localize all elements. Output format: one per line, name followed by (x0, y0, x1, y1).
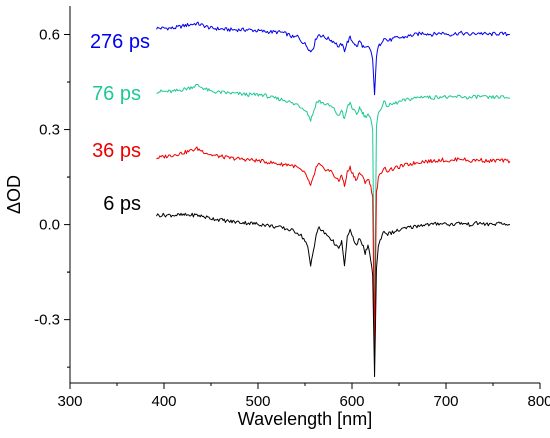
x-tick-label: 300 (57, 393, 82, 410)
x-tick-label: 800 (527, 393, 550, 410)
x-tick-label: 700 (433, 393, 458, 410)
y-axis-title: ΔOD (4, 175, 24, 214)
x-tick-label: 400 (151, 393, 176, 410)
series-label: 276 ps (90, 31, 150, 53)
y-tick-label: 0.3 (39, 122, 60, 139)
series-line (156, 212, 510, 378)
plot-series-group (156, 21, 511, 378)
x-axis-title: Wavelength [nm] (238, 409, 372, 429)
series-label: 76 ps (92, 83, 141, 105)
x-tick-label: 600 (339, 393, 364, 410)
series-labels-group: 276 ps 76 ps 36 ps 6 ps (90, 31, 150, 215)
x-tick-label: 500 (245, 393, 270, 410)
y-tick-label: -0.3 (34, 312, 60, 329)
series-line (156, 83, 511, 327)
series-label: 6 ps (103, 193, 141, 215)
y-tick-label: 0.0 (39, 217, 60, 234)
series-line (156, 21, 510, 96)
series-label: 36 ps (92, 140, 141, 162)
series-line (156, 146, 511, 352)
ticks-group: 300 400 500 600 700 800 -0.3 0.0 0.3 0.6 (34, 27, 550, 410)
y-tick-label: 0.6 (39, 27, 60, 44)
